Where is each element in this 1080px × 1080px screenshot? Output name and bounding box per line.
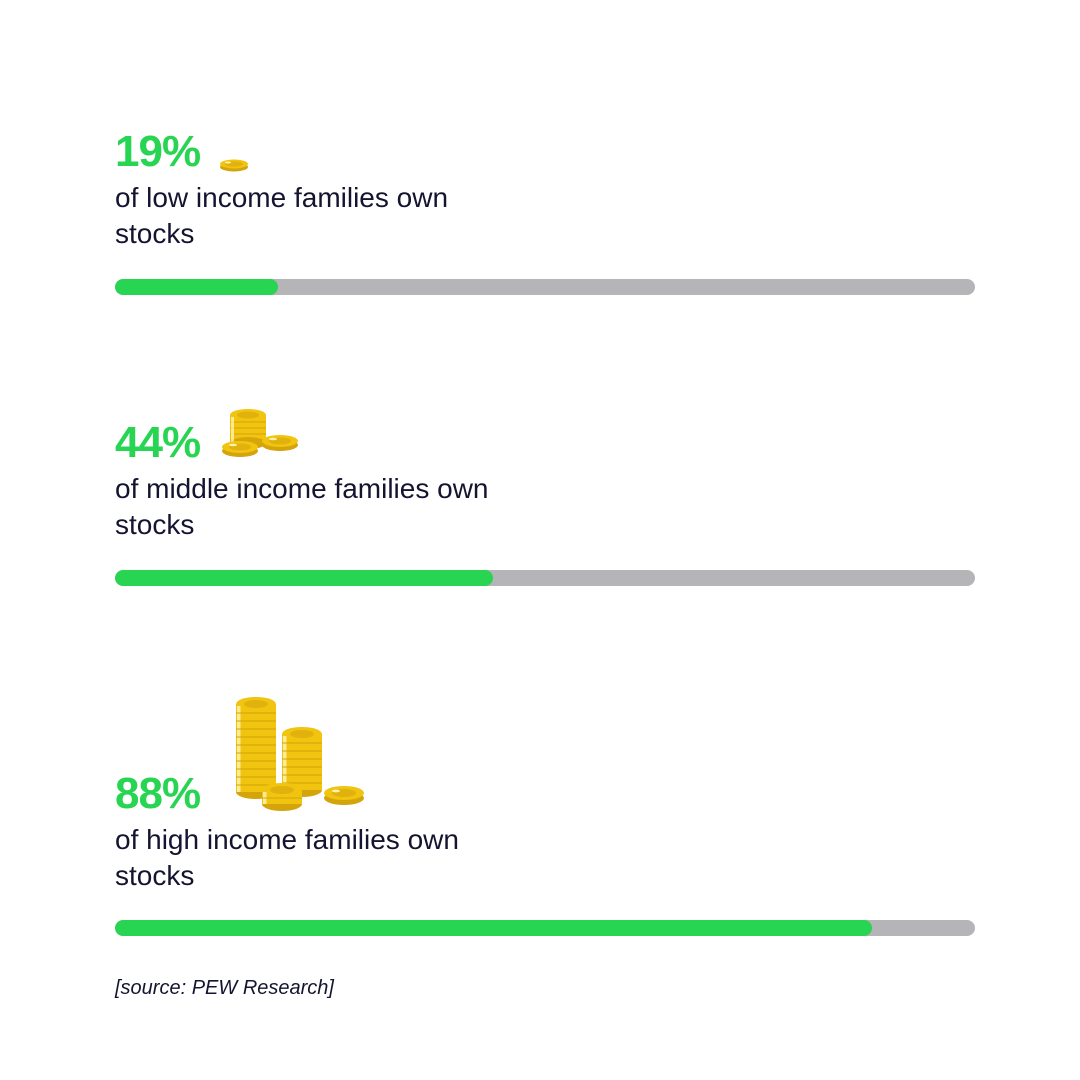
stat-middle-income: 44% <box>115 395 975 586</box>
stat-high-income: 88% <box>115 686 975 937</box>
percentage-value: 88% <box>115 772 200 816</box>
stat-description: of middle income families own stocks <box>115 471 515 544</box>
stat-head: 88% <box>115 686 975 816</box>
stat-head: 19% <box>115 130 975 174</box>
progress-fill <box>115 920 872 936</box>
source-attribution: [source: PEW Research] <box>115 977 334 1000</box>
stat-description: of low income families own stocks <box>115 180 515 253</box>
coins-icon <box>218 395 318 465</box>
progress-bar <box>115 920 975 936</box>
stat-low-income: 19% of low income families own stocks <box>115 130 975 295</box>
progress-fill <box>115 570 493 586</box>
stat-head: 44% <box>115 395 975 465</box>
percentage-value: 44% <box>115 421 200 465</box>
coins-icon <box>218 154 254 174</box>
progress-bar <box>115 570 975 586</box>
progress-fill <box>115 279 278 295</box>
progress-bar <box>115 279 975 295</box>
coins-icon <box>218 686 388 816</box>
stat-description: of high income families own stocks <box>115 822 535 895</box>
percentage-value: 19% <box>115 130 200 174</box>
